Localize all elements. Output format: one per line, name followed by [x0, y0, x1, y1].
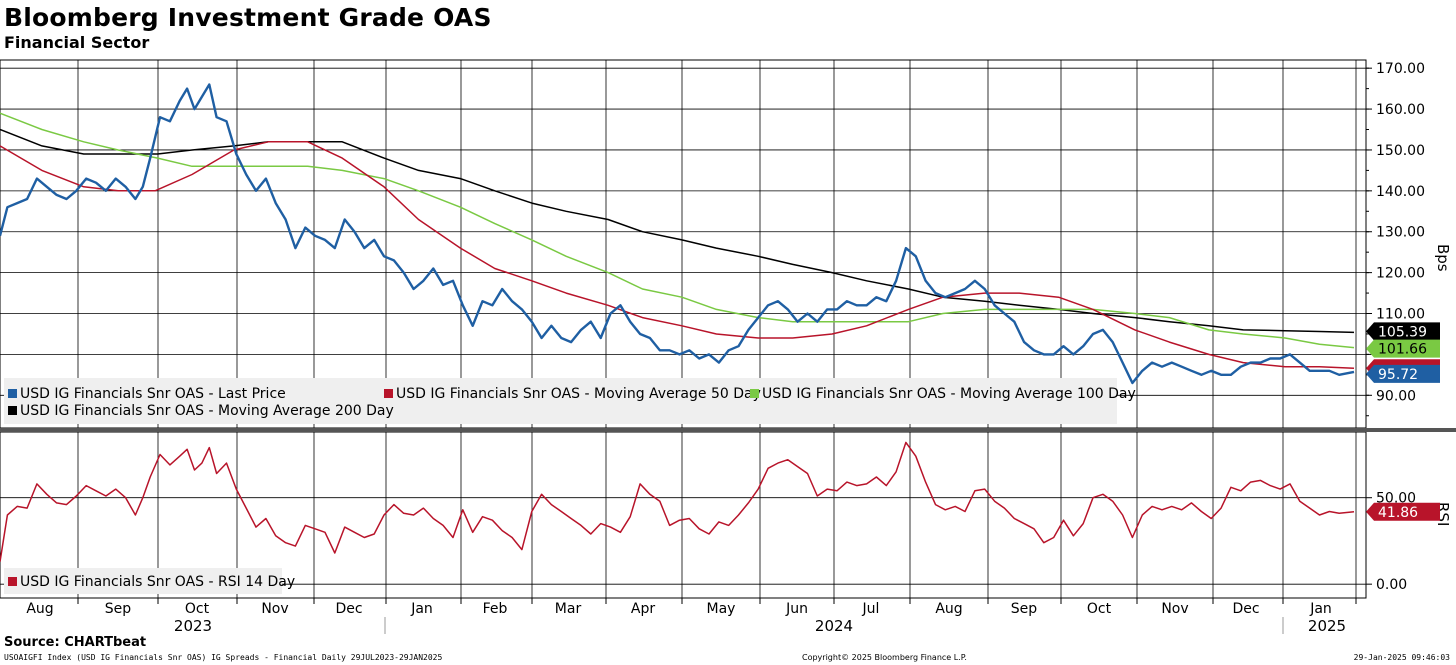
- series-line-ma200: [0, 128, 1355, 334]
- legend-label: USD IG Financials Snr OAS - Moving Avera…: [20, 403, 394, 419]
- source-label: Source: CHARTbeat: [4, 635, 147, 650]
- xaxis-month-label: Jul: [862, 601, 880, 617]
- upper-ytick-label: 160.00: [1376, 102, 1425, 118]
- last-value-tag-last-price-bg: [1366, 364, 1440, 383]
- footer-index-info: USOAIGFI Index (USD IG Financials Snr OA…: [4, 653, 443, 662]
- xaxis-month-label: Aug: [26, 601, 53, 617]
- xaxis-month-label: Jan: [1309, 601, 1332, 617]
- xaxis-month-label: Sep: [1011, 601, 1038, 617]
- lower-ytick-label: 50.00: [1376, 491, 1416, 507]
- xaxis-month-label: Dec: [1232, 601, 1259, 617]
- legend-label: USD IG Financials Snr OAS - Last Price: [20, 386, 286, 402]
- legend-label: USD IG Financials Snr OAS - Moving Avera…: [762, 386, 1136, 402]
- legend-swatch: [750, 389, 759, 398]
- last-value-tag-ma100: 101.66: [1378, 342, 1427, 358]
- last-value-tag-ma100-bg: [1366, 339, 1440, 358]
- xaxis-month-label: Sep: [105, 601, 132, 617]
- xaxis-month-label: Oct: [185, 601, 210, 617]
- upper-yaxis-label: Bps: [1434, 244, 1452, 272]
- xaxis-month-label: Mar: [555, 601, 582, 617]
- legend-swatch: [384, 389, 393, 398]
- xaxis-month-label: Jun: [785, 601, 808, 617]
- chart-title: Bloomberg Investment Grade OAS: [4, 3, 492, 32]
- last-value-tag-ma200: 105.39: [1378, 324, 1427, 340]
- xaxis-month-label: Dec: [335, 601, 362, 617]
- last-value-tag-rsi: 41.86: [1378, 505, 1418, 521]
- footer-copyright: Copyright© 2025 Bloomberg Finance L.P.: [802, 653, 967, 662]
- legend-label: USD IG Financials Snr OAS - RSI 14 Day: [20, 574, 295, 590]
- series-line-last-price: [0, 83, 1355, 385]
- xaxis-month-label: Nov: [261, 601, 288, 617]
- chart-subtitle: Financial Sector: [4, 33, 150, 52]
- upper-ytick-label: 140.00: [1376, 184, 1425, 200]
- legend-swatch: [8, 389, 17, 398]
- xaxis-month-label: May: [707, 601, 736, 617]
- upper-legend-box: [4, 378, 1117, 424]
- series-line-ma50: [0, 141, 1355, 370]
- upper-panel-frame: [0, 59, 1367, 429]
- upper-ytick-label: 170.00: [1376, 61, 1425, 77]
- upper-ytick-label: 130.00: [1376, 225, 1425, 241]
- xaxis-year-label: 2025: [1308, 617, 1346, 635]
- lower-ytick-label: 0.00: [1376, 577, 1407, 593]
- last-value-tag-last-price: 95.72: [1378, 367, 1418, 383]
- series-line-rsi: [0, 441, 1355, 562]
- xaxis-month-label: Jan: [410, 601, 433, 617]
- footer-timestamp: 29-Jan-2025 09:46:03: [1353, 653, 1450, 662]
- xaxis-month-label: Feb: [483, 601, 508, 617]
- series-line-ma100: [0, 112, 1355, 349]
- legend-swatch: [8, 406, 17, 415]
- upper-ytick-label: 110.00: [1376, 307, 1425, 323]
- last-value-tag-ma200-bg: [1366, 322, 1440, 341]
- xaxis-year-label: 2024: [815, 617, 853, 635]
- xaxis-year-label: 2023: [174, 617, 212, 635]
- upper-ytick-label: 90.00: [1376, 388, 1416, 404]
- legend-label: USD IG Financials Snr OAS - Moving Avera…: [396, 386, 761, 402]
- legend-swatch: [8, 577, 17, 586]
- xaxis-month-label: Nov: [1161, 601, 1188, 617]
- xaxis-month-label: Apr: [631, 601, 655, 617]
- last-value-tag-rsi-bg: [1366, 502, 1440, 521]
- panel-divider: [0, 428, 1456, 432]
- xaxis-month-label: Oct: [1087, 601, 1112, 617]
- xaxis-month-label: Aug: [935, 601, 962, 617]
- lower-legend-box: [4, 568, 282, 594]
- upper-ytick-label: 120.00: [1376, 266, 1425, 282]
- upper-ytick-label: 150.00: [1376, 143, 1425, 159]
